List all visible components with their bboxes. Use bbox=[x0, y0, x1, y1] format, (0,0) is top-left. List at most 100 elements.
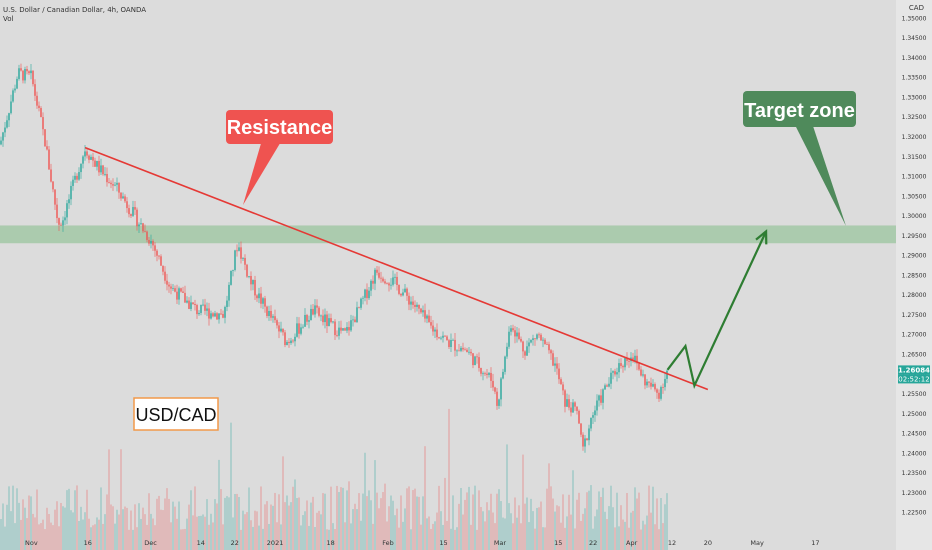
volume-bar bbox=[156, 498, 158, 550]
candle-body bbox=[644, 374, 646, 386]
volume-bar bbox=[562, 494, 564, 550]
volume-bar bbox=[456, 527, 458, 550]
volume-bar bbox=[288, 505, 290, 550]
y-tick-label: 1.32500 bbox=[902, 114, 927, 121]
candle-body bbox=[220, 313, 222, 315]
candle-body bbox=[466, 349, 468, 353]
volume-bar bbox=[642, 520, 644, 550]
volume-bar bbox=[96, 517, 98, 550]
volume-bar bbox=[498, 489, 500, 550]
candle-body bbox=[322, 315, 324, 323]
candle-body bbox=[366, 289, 368, 299]
x-tick-label: 18 bbox=[326, 539, 334, 547]
candle-body bbox=[616, 372, 618, 375]
x-tick-label: 16 bbox=[84, 539, 92, 547]
x-tick-label: 15 bbox=[439, 539, 447, 547]
volume-bar bbox=[160, 509, 162, 550]
volume-bar bbox=[474, 485, 476, 550]
candle-body bbox=[222, 313, 224, 318]
candle-body bbox=[438, 337, 440, 339]
volume-bar bbox=[596, 509, 598, 550]
volume-bar bbox=[460, 488, 462, 550]
volume-bar bbox=[128, 529, 130, 550]
resistance-callout[interactable]: Resistance bbox=[226, 110, 333, 205]
candle-body bbox=[112, 184, 114, 186]
volume-bar bbox=[450, 528, 452, 550]
volume-bar bbox=[250, 520, 252, 550]
candle-body bbox=[350, 320, 352, 331]
volume-bar bbox=[52, 525, 54, 550]
candle-body bbox=[640, 369, 642, 376]
candle-body bbox=[590, 417, 592, 429]
candle-body bbox=[456, 350, 458, 352]
candle-body bbox=[552, 353, 554, 366]
candle-body bbox=[116, 182, 118, 185]
volume-bar bbox=[40, 523, 42, 550]
volume-bar bbox=[44, 529, 46, 550]
candle-body bbox=[642, 374, 644, 376]
candle-body bbox=[450, 340, 452, 347]
target-callout[interactable]: Target zone bbox=[743, 91, 856, 226]
y-tick-label: 1.28500 bbox=[902, 272, 927, 279]
candle-body bbox=[428, 315, 430, 323]
candle-body bbox=[204, 304, 206, 311]
candle-body bbox=[576, 406, 578, 411]
candle-body bbox=[618, 363, 620, 373]
price-tag-value: 1.26084 bbox=[898, 366, 930, 374]
projection-arrow[interactable] bbox=[666, 230, 768, 389]
candle-body bbox=[582, 434, 584, 447]
candle-body bbox=[210, 313, 212, 319]
candle-body bbox=[554, 363, 556, 366]
volume-bar bbox=[256, 511, 258, 550]
price-tag: 1.26084 02:52:12 bbox=[898, 365, 930, 384]
volume-bar bbox=[402, 521, 404, 550]
candle-body bbox=[646, 381, 648, 386]
symbol-callout[interactable]: USD/CAD bbox=[133, 397, 219, 431]
target-callout-box bbox=[743, 91, 856, 127]
volume-bar bbox=[20, 519, 22, 550]
volume-bar bbox=[170, 522, 172, 550]
candle-body bbox=[68, 199, 70, 204]
candle-body bbox=[542, 339, 544, 341]
volume-bar bbox=[570, 514, 572, 550]
volume-bar bbox=[588, 490, 590, 550]
candle-body bbox=[578, 410, 580, 424]
resistance-trendline[interactable] bbox=[84, 146, 709, 391]
candle-body bbox=[658, 392, 660, 399]
volume-bar bbox=[232, 517, 234, 550]
candle-body bbox=[434, 329, 436, 332]
volume-bar bbox=[630, 512, 632, 550]
candle-body bbox=[50, 169, 52, 182]
volume-bar bbox=[404, 508, 406, 550]
volume-bar bbox=[62, 506, 64, 550]
volume-bar bbox=[214, 499, 216, 550]
volume-bar bbox=[640, 529, 642, 550]
candle-body bbox=[236, 250, 238, 252]
candle-body bbox=[614, 371, 616, 375]
volume-bar bbox=[208, 524, 210, 550]
candle-body bbox=[252, 279, 254, 285]
volume-bar bbox=[524, 503, 526, 550]
volume-bar bbox=[8, 486, 10, 550]
candle-body bbox=[90, 156, 92, 160]
volume-bar bbox=[116, 509, 118, 550]
volume-bar bbox=[84, 512, 86, 550]
candle-body bbox=[120, 192, 122, 199]
volume-label: Vol bbox=[3, 15, 14, 23]
candle-body bbox=[300, 327, 302, 334]
volume-bar bbox=[396, 508, 398, 550]
candle-body bbox=[496, 391, 498, 406]
volume-bar bbox=[184, 528, 186, 550]
volume-bar bbox=[140, 518, 142, 550]
candle-body bbox=[458, 350, 460, 352]
candle-body bbox=[172, 288, 174, 289]
volume-bar bbox=[276, 522, 278, 550]
candle-body bbox=[274, 316, 276, 321]
candle-body bbox=[132, 207, 134, 216]
volume-bars bbox=[0, 408, 668, 550]
candle-body bbox=[294, 336, 296, 342]
volume-bar bbox=[242, 510, 244, 550]
candle-body bbox=[470, 351, 472, 354]
volume-bar bbox=[98, 519, 100, 550]
